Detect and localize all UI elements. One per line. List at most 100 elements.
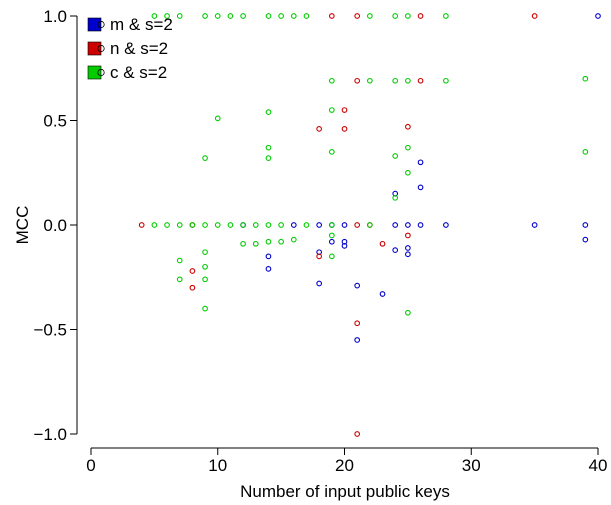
data-point-c-s-2 xyxy=(189,222,196,228)
data-point-c-s-2 xyxy=(582,149,589,155)
y-tick-label: −0.5 xyxy=(33,321,67,340)
x-axis-label: Number of input public keys xyxy=(240,482,450,501)
data-point-c-s-2 xyxy=(443,13,449,19)
data-point-c-s-2 xyxy=(227,13,234,19)
data-point-c-s-2 xyxy=(278,13,284,19)
data-point-c-s-2 xyxy=(240,240,246,247)
data-point-c-s-2 xyxy=(392,153,399,159)
data-point-n-s-2 xyxy=(354,431,361,437)
data-point-m-s-2 xyxy=(379,291,386,297)
legend-marker-c-s-2 xyxy=(97,68,105,77)
data-points xyxy=(138,13,601,437)
data-point-c-s-2 xyxy=(202,263,208,270)
data-point-c-s-2 xyxy=(405,309,411,316)
data-point-n-s-2 xyxy=(405,123,411,130)
legend-marker-m-s-2 xyxy=(97,20,105,29)
y-axis-label: MCC xyxy=(13,206,32,245)
data-point-n-s-2 xyxy=(189,284,196,291)
data-point-c-s-2 xyxy=(328,253,335,260)
data-point-m-s-2 xyxy=(582,222,589,228)
legend-label-n-s-2: n & s=2 xyxy=(110,39,168,58)
data-point-c-s-2 xyxy=(240,222,246,228)
data-point-n-s-2 xyxy=(354,13,361,19)
data-point-c-s-2 xyxy=(392,13,399,19)
data-point-m-s-2 xyxy=(354,282,361,289)
data-point-m-s-2 xyxy=(417,159,424,166)
data-point-c-s-2 xyxy=(265,109,272,115)
data-point-c-s-2 xyxy=(443,77,449,84)
data-point-c-s-2 xyxy=(303,222,310,228)
data-point-c-s-2 xyxy=(392,77,399,84)
data-point-n-s-2 xyxy=(316,253,323,260)
data-point-n-s-2 xyxy=(417,77,424,84)
data-point-c-s-2 xyxy=(151,13,158,19)
data-point-c-s-2 xyxy=(392,194,399,201)
y-tick-label: 0.0 xyxy=(43,216,67,235)
data-point-c-s-2 xyxy=(405,77,411,84)
data-point-c-s-2 xyxy=(265,13,272,19)
data-point-c-s-2 xyxy=(328,222,335,228)
data-point-c-s-2 xyxy=(265,144,272,151)
data-point-c-s-2 xyxy=(582,75,589,82)
data-point-m-s-2 xyxy=(328,238,335,245)
data-point-m-s-2 xyxy=(417,222,424,228)
data-point-c-s-2 xyxy=(328,232,335,239)
data-point-c-s-2 xyxy=(227,222,234,228)
data-point-c-s-2 xyxy=(405,144,411,151)
data-point-m-s-2 xyxy=(290,222,297,228)
data-point-m-s-2 xyxy=(595,13,601,19)
data-point-c-s-2 xyxy=(164,13,170,19)
data-point-m-s-2 xyxy=(354,337,361,343)
data-point-m-s-2 xyxy=(265,266,272,272)
data-point-n-s-2 xyxy=(354,320,361,327)
data-point-c-s-2 xyxy=(278,222,284,228)
data-point-m-s-2 xyxy=(582,236,589,243)
data-point-n-s-2 xyxy=(417,13,424,19)
data-point-c-s-2 xyxy=(164,222,170,228)
data-point-n-s-2 xyxy=(316,126,323,132)
data-point-c-s-2 xyxy=(202,249,208,256)
data-point-n-s-2 xyxy=(138,222,145,228)
data-point-c-s-2 xyxy=(202,13,208,19)
data-point-c-s-2 xyxy=(252,222,259,228)
data-point-m-s-2 xyxy=(392,222,399,228)
legend-label-m-s-2: m & s=2 xyxy=(110,15,173,34)
data-point-c-s-2 xyxy=(214,13,221,19)
data-point-c-s-2 xyxy=(202,305,208,312)
data-point-c-s-2 xyxy=(265,238,272,245)
legend-label-c-s-2: c & s=2 xyxy=(110,63,167,82)
data-point-c-s-2 xyxy=(176,222,183,228)
data-point-c-s-2 xyxy=(328,77,335,84)
data-point-c-s-2 xyxy=(214,115,221,122)
x-axis: 0 10 20 30 40 xyxy=(86,447,608,475)
data-point-m-s-2 xyxy=(265,253,272,260)
data-point-c-s-2 xyxy=(202,155,208,161)
data-point-c-s-2 xyxy=(405,13,411,19)
data-point-c-s-2 xyxy=(303,13,310,19)
y-tick-label: −1.0 xyxy=(33,425,67,444)
data-point-m-s-2 xyxy=(405,251,411,258)
data-point-c-s-2 xyxy=(367,13,373,19)
data-point-c-s-2 xyxy=(202,276,208,283)
data-point-c-s-2 xyxy=(367,77,373,84)
x-tick-label: 40 xyxy=(589,456,608,475)
data-point-c-s-2 xyxy=(367,222,373,228)
data-point-m-s-2 xyxy=(443,222,449,228)
legend: m & s=2 n & s=2 c & s=2 xyxy=(87,15,173,82)
y-tick-label: 0.5 xyxy=(43,112,67,131)
data-point-m-s-2 xyxy=(341,222,348,228)
data-point-n-s-2 xyxy=(354,77,361,84)
data-point-c-s-2 xyxy=(176,276,183,283)
data-point-c-s-2 xyxy=(214,222,221,228)
data-point-m-s-2 xyxy=(531,222,538,228)
data-point-m-s-2 xyxy=(405,222,411,228)
data-point-m-s-2 xyxy=(316,222,323,228)
legend-marker-n-s-2 xyxy=(97,44,105,53)
legend-swatch-n-s-2 xyxy=(87,41,102,56)
data-point-n-s-2 xyxy=(328,13,335,19)
data-point-c-s-2 xyxy=(328,149,335,155)
data-point-c-s-2 xyxy=(176,13,183,19)
data-point-n-s-2 xyxy=(189,268,196,274)
data-point-n-s-2 xyxy=(379,240,386,247)
